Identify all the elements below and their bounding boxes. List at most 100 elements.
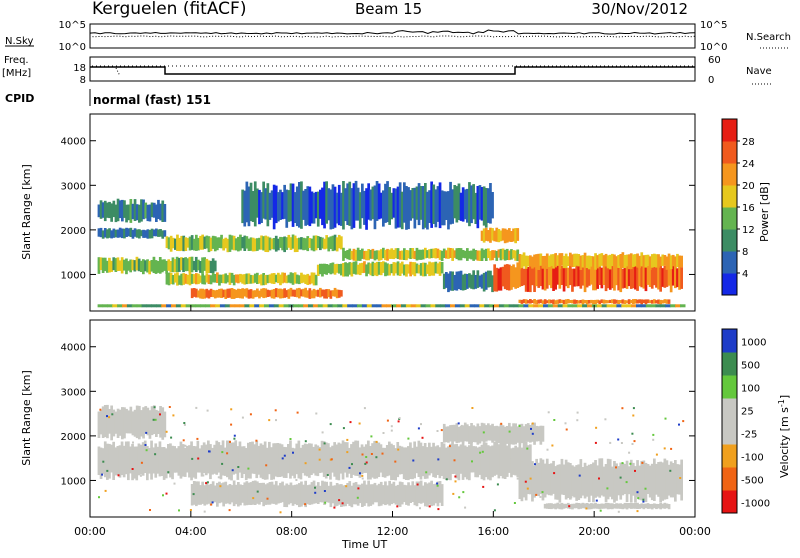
velocity-echo-cell [318,448,321,451]
velocity-ground-scatter [240,446,244,478]
power-echo-cell [552,254,555,269]
velocity-echo-cell [346,438,349,441]
power-echo-cell [234,274,238,283]
power-echo-cell [520,299,524,304]
velocity-ground-scatter [537,426,541,442]
velocity-echo-cell [230,423,233,426]
power-echo-cell [581,263,585,286]
velocity-ground-scatter [535,458,538,496]
velocity-ground-scatter [444,447,448,480]
power-echo-cell [228,288,232,298]
velocity-ground-scatter [103,441,107,478]
velocity-ground-scatter [531,461,534,502]
power-echo-cell [632,254,635,268]
power-echo-cell [308,275,312,285]
power-echo-cell [260,274,263,286]
velocity-ground-scatter [419,480,423,504]
velocity-ground-scatter [564,459,568,500]
power-echo-cell [577,304,583,308]
power-echo-cell [332,304,338,308]
velocity-echo-cell [367,458,370,461]
velocity-ground-scatter [333,442,336,477]
velocity-ground-scatter [495,425,499,443]
power-echo-cell [396,186,400,228]
velocity-ground-scatter [247,482,251,505]
velocity-colorbar-tick-label: 1000 [741,338,766,349]
velocity-echo-cell [632,407,635,410]
nsearch-trace [89,35,696,38]
power-echo-cell [440,262,444,274]
velocity-ground-scatter [239,484,242,506]
power-echo-cell [314,191,318,219]
velocity-echo-cell [364,462,367,465]
velocity-ground-scatter [322,441,326,477]
power-echo-cell [207,290,211,299]
velocity-ground-scatter [323,481,326,505]
power-echo-cell [342,247,345,261]
power-echo-cell [396,248,400,259]
power-echo-cell [161,259,164,273]
velocity-ground-scatter [142,407,145,439]
velocity-echo-cell [585,507,588,510]
velocity-ground-scatter [342,485,345,507]
velocity-echo-cell [183,422,186,424]
power-echo-cell [337,184,341,226]
power-echo-cell [638,265,641,287]
power-echo-cell [281,272,284,284]
velocity-echo-cell [266,497,269,500]
velocity-ground-scatter [476,423,480,445]
velocity-echo-cell [595,499,598,502]
power-echo-cell [232,274,236,286]
velocity-echo-cell [329,423,332,426]
power-echo-cell [241,288,244,299]
power-echo-cell [264,235,268,252]
power-echo-cell [604,265,608,292]
velocity-ground-scatter [138,405,141,440]
velocity-ground-scatter [114,447,118,476]
velocity-ground-scatter [285,483,289,508]
power-echo-cell [209,275,213,285]
power-echo-cell [317,304,324,308]
power-echo-cell [407,187,410,230]
velocity-ground-scatter [571,503,574,510]
power-echo-cell [644,267,648,292]
velocity-ground-scatter [606,458,610,500]
power-echo-cell [308,238,312,248]
power-echo-cell [205,258,209,273]
power-echo-cell [466,248,469,261]
velocity-echo-cell [500,422,503,425]
power-echo-cell [283,304,290,308]
velocity-echo-cell [197,457,200,460]
velocity-ground-scatter [436,481,440,507]
power-echo-cell [611,304,617,308]
velocity-ground-scatter [373,482,377,503]
power-echo-cell [447,247,450,259]
velocity-ground-scatter [440,484,444,506]
power-echo-cell [657,299,660,304]
velocity-ground-scatter [447,426,450,443]
velocity-echo-cell [182,439,185,442]
velocity-ground-scatter [329,481,333,508]
power-echo-cell [459,248,463,261]
power-echo-cell [375,181,379,221]
velocity-ground-scatter [306,485,310,505]
velocity-echo-cell [565,428,568,431]
power-echo-cell [522,252,526,267]
velocity-echo-layer [97,404,685,514]
velocity-ground-scatter [293,484,297,505]
power-colorbar-swatch [722,229,737,252]
velocity-colorbar-swatch [722,490,737,514]
power-echo-cell [340,236,343,250]
power-echo-cell [205,273,209,283]
power-echo-cell [529,264,532,293]
velocity-ground-scatter [419,442,423,480]
velocity-ground-scatter [638,504,641,509]
power-echo-cell [613,254,616,269]
power-echo-cell [251,237,255,252]
velocity-ground-scatter [129,446,132,474]
velocity-ground-scatter [383,447,387,478]
power-echo-cell [638,299,641,304]
power-echo-cell [180,235,183,251]
power-echo-cell [243,274,247,285]
power-echo-cell [232,289,236,299]
